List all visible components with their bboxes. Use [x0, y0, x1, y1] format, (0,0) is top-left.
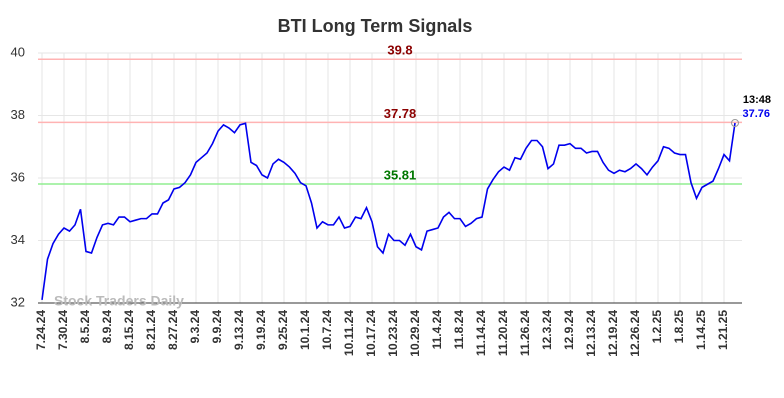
y-tick-label: 32	[11, 294, 25, 309]
x-tick-label: 11.26.24	[518, 310, 532, 356]
x-tick-label: 9.25.24	[276, 310, 290, 350]
x-tick-label: 9.13.24	[232, 310, 246, 350]
last-time: 13:48	[743, 94, 771, 106]
x-tick-label: 1.8.25	[672, 310, 686, 344]
x-tick-label: 12.13.24	[584, 310, 598, 357]
x-tick-label: 7.30.24	[56, 310, 70, 350]
x-tick-label: 10.7.24	[320, 310, 334, 350]
x-tick-label: 11.20.24	[496, 310, 510, 356]
x-tick-label: 12.26.24	[628, 310, 642, 357]
line	[41, 122, 736, 300]
x-tick-label: 9.19.24	[254, 310, 268, 350]
x-tick-label: 11.14.24	[474, 310, 488, 356]
x-tick-label: 9.9.24	[210, 310, 224, 344]
x-tick-label: 10.17.24	[364, 310, 378, 357]
x-tick-label: 11.4.24	[430, 310, 444, 350]
x-tick-label: 10.11.24	[342, 310, 356, 356]
signal-label: 37.78	[384, 106, 417, 121]
y-tick-label: 38	[11, 107, 25, 122]
x-tick-label: 12.3.24	[540, 310, 554, 350]
y-tick-label: 40	[11, 44, 25, 59]
x-tick-label: 12.9.24	[562, 310, 576, 350]
x-tick-label: 9.3.24	[188, 310, 202, 344]
x-tick-label: 1.14.25	[694, 310, 708, 350]
x-tick-label: 10.23.24	[386, 310, 400, 357]
last-point	[731, 119, 739, 127]
x-tick-label: 1.21.25	[716, 310, 730, 350]
x-tick-label: 10.29.24	[408, 310, 422, 357]
x-tick-label: 8.5.24	[78, 310, 92, 344]
x-tick-label: 8.21.24	[144, 310, 158, 350]
x-tick-label: 8.9.24	[100, 310, 114, 344]
x-tick-label: 8.15.24	[122, 310, 136, 350]
x-tick-label: 7.24.24	[34, 310, 48, 350]
watermark: Stock Traders Daily	[54, 293, 184, 309]
y-tick-label: 34	[11, 232, 25, 247]
chart-title: BTI Long Term Signals	[278, 16, 473, 36]
last-value: 37.76	[742, 108, 770, 120]
x-tick-label: 8.27.24	[166, 310, 180, 350]
x-tick-label: 10.1.24	[298, 310, 312, 350]
y-tick-label: 36	[11, 169, 25, 184]
signal-label: 39.8	[387, 43, 412, 58]
signal-label: 35.81	[384, 167, 417, 182]
x-tick-label: 11.8.24	[452, 310, 466, 350]
x-tick-label: 1.2.25	[650, 310, 664, 344]
x-tick-label: 12.19.24	[606, 310, 620, 357]
